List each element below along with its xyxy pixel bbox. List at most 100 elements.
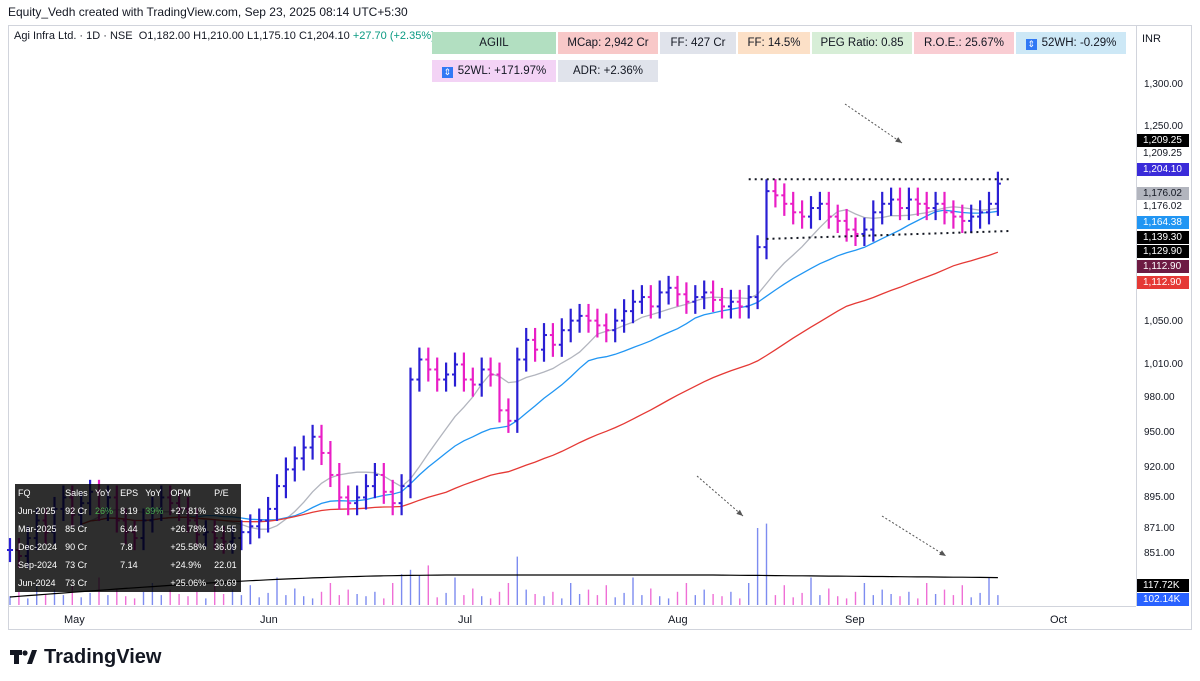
adr-box: ADR: +2.36% — [558, 60, 658, 82]
table-cell: Sep-2024 — [18, 560, 58, 570]
chart-created-line: Equity_Vedh created with TradingView.com… — [8, 5, 408, 19]
table-cell: Jun-2025 — [18, 506, 56, 516]
price-label-support: 1,139.30 — [1137, 231, 1189, 244]
x-tick-aug: Aug — [668, 614, 688, 626]
table-cell — [92, 520, 117, 538]
currency-label[interactable]: INR — [1142, 33, 1161, 45]
time-axis[interactable] — [8, 606, 1136, 631]
table-cell — [92, 574, 117, 592]
52wl-box: ⇕ 52WL: +171.97% — [432, 60, 556, 82]
table-cell — [92, 538, 117, 556]
table-header: EPS — [120, 488, 139, 498]
ohlc-values: O1,182.00 H1,210.00 L1,175.10 C1,204.10 — [138, 30, 350, 42]
tradingview-logo[interactable]: TradingView — [10, 645, 161, 669]
table-cell — [142, 556, 167, 574]
ff-pct-text: FF: 14.5% — [747, 37, 801, 49]
annotation-arrow — [844, 103, 903, 144]
x-tick-jun: Jun — [260, 614, 278, 626]
price-label-sma-mid: 1,164.38 — [1137, 216, 1189, 229]
support-line — [766, 229, 1013, 240]
price-label-high: 1,209.25 — [1137, 147, 1189, 160]
table-cell: 7.14 — [120, 560, 138, 570]
table-cell: 73 Cr — [65, 560, 88, 570]
table-cell — [92, 556, 117, 574]
price-axis[interactable] — [1136, 26, 1192, 606]
annotation-arrow — [696, 475, 744, 517]
table-cell: 92 Cr — [65, 506, 88, 516]
y-tick: 1,300.00 — [1144, 79, 1183, 90]
peg-box: PEG Ratio: 0.85 — [812, 32, 912, 54]
table-header-row: FQ Sales YoY EPS YoY OPM P/E — [15, 484, 241, 502]
table-row: Jun-2024 73 Cr +25.06% 20.69 — [15, 574, 241, 592]
table-cell: 26% — [94, 506, 113, 516]
price-change: +27.70 (+2.35%) — [352, 30, 435, 42]
table-cell: 22.01 — [214, 560, 237, 570]
tradingview-logo-icon — [10, 650, 37, 664]
roe-text: R.O.E.: 25.67% — [924, 37, 1004, 49]
table-cell: 33.09 — [214, 506, 237, 516]
price-label-support-2: 1,129.90 — [1137, 245, 1189, 258]
annotation-arrowhead — [895, 137, 902, 143]
table-cell: Jun-2024 — [18, 578, 56, 588]
table-cell: +25.06% — [170, 578, 207, 588]
table-row: Sep-2024 73 Cr 7.14 +24.9% 22.01 — [15, 556, 241, 574]
ticker-text: AGIIL — [479, 37, 509, 49]
table-cell: Mar-2025 — [18, 524, 57, 534]
symbol-name: Agi Infra Ltd. · 1D · NSE — [14, 30, 133, 42]
ff-cr-text: FF: 427 Cr — [670, 37, 726, 49]
x-tick-jul: Jul — [458, 614, 473, 626]
table-cell: +27.81% — [170, 506, 207, 516]
52wh-text: 52WH: -0.29% — [1041, 37, 1117, 49]
x-tick-sep: Sep — [845, 614, 865, 626]
y-tick: 950.00 — [1144, 427, 1175, 438]
annotation-arrowhead — [736, 509, 743, 516]
table-header: Sales — [65, 488, 88, 498]
symbol-legend: Agi Infra Ltd. · 1D · NSE O1,182.00 H1,2… — [14, 30, 435, 42]
ticker-box: AGIIL — [432, 32, 556, 54]
table-cell: +24.9% — [170, 560, 202, 570]
arrow-up-down-icon: ⇕ — [1025, 39, 1037, 50]
table-cell: 73 Cr — [65, 578, 88, 588]
annotation-arrowhead — [939, 550, 946, 556]
roe-box: R.O.E.: 25.67% — [914, 32, 1014, 54]
x-tick-oct: Oct — [1050, 614, 1068, 626]
y-tick: 1,010.00 — [1144, 359, 1183, 370]
mcap-text: MCap: 2,942 Cr — [567, 37, 649, 49]
table-cell: 20.69 — [214, 578, 237, 588]
peg-text: PEG Ratio: 0.85 — [820, 37, 904, 49]
table-cell: 7.8 — [120, 542, 133, 552]
y-tick: 895.00 — [1144, 492, 1175, 503]
y-tick: 1,250.00 — [1144, 121, 1183, 132]
price-label-last: 1,204.10 — [1137, 163, 1189, 176]
52wh-box: ⇕ 52WH: -0.29% — [1016, 32, 1126, 54]
volume-label: 102.14K — [1137, 593, 1189, 606]
table-row: Dec-2024 90 Cr 7.8 +25.58% 36.09 — [15, 538, 241, 556]
brand-name: TradingView — [44, 645, 162, 668]
y-tick: 851.00 — [1144, 548, 1175, 559]
table-cell: 90 Cr — [65, 542, 88, 552]
mcap-box: MCap: 2,942 Cr — [558, 32, 658, 54]
sma-fast-line — [80, 206, 999, 530]
x-tick-may: May — [64, 614, 85, 626]
table-cell — [142, 538, 167, 556]
chart-frame — [8, 25, 1192, 630]
table-cell: +26.78% — [170, 524, 207, 534]
table-cell: Dec-2024 — [18, 542, 58, 552]
table-header: OPM — [170, 488, 191, 498]
y-tick: 980.00 — [1144, 392, 1175, 403]
table-cell: 8.19 — [120, 506, 138, 516]
annotation-arrow — [881, 515, 947, 557]
table-cell — [142, 574, 167, 592]
table-header: P/E — [214, 488, 229, 498]
table-header: YoY — [94, 488, 112, 498]
table-cell — [117, 574, 142, 592]
y-tick: 920.00 — [1144, 462, 1175, 473]
table-cell: 85 Cr — [65, 524, 88, 534]
volume-ma-label: 117.72K — [1137, 579, 1189, 592]
table-cell: +25.58% — [170, 542, 207, 552]
table-cell: 34.55 — [214, 524, 237, 534]
table-row: Mar-2025 85 Cr 6.44 +26.78% 34.55 — [15, 520, 241, 538]
table-cell: 36.09 — [214, 542, 237, 552]
ff-cr-box: FF: 427 Cr — [660, 32, 736, 54]
fundamentals-table: FQ Sales YoY EPS YoY OPM P/E Jun-2025 92… — [15, 484, 241, 592]
